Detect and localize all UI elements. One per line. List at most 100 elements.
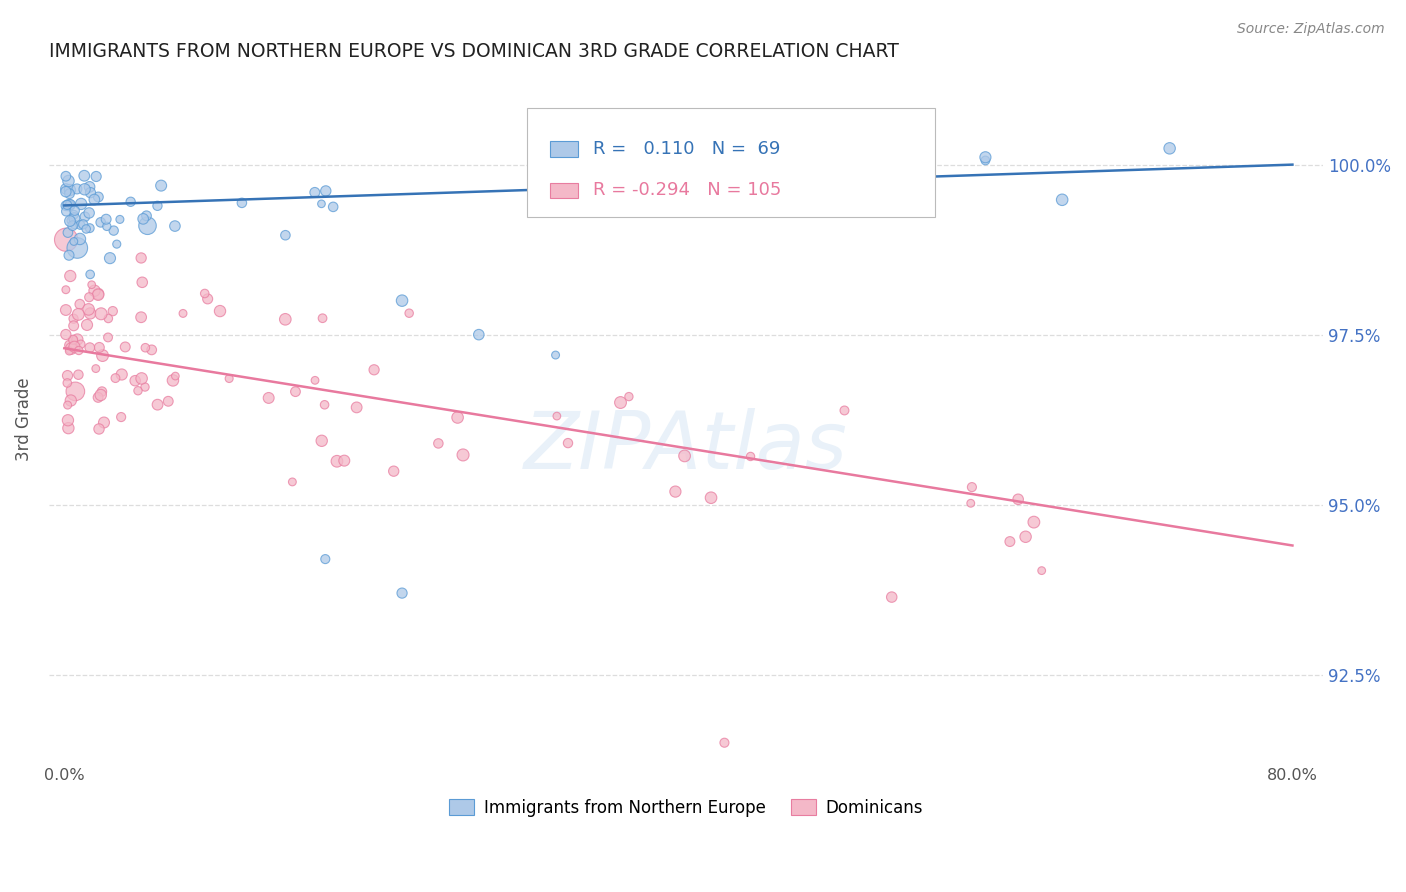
Point	[59, 393, 82, 408]
Point	[451, 448, 474, 462]
Point	[1007, 492, 1029, 507]
Point	[333, 453, 356, 467]
Point	[281, 475, 304, 489]
Point	[834, 403, 856, 417]
Point	[880, 590, 903, 604]
Point	[218, 371, 240, 385]
Point	[134, 380, 156, 394]
Point	[55, 182, 77, 196]
Point	[346, 401, 368, 415]
Point	[544, 348, 567, 362]
Point	[76, 318, 98, 332]
Point	[132, 211, 155, 226]
Point	[59, 268, 82, 283]
Point	[59, 197, 82, 211]
Text: IMMIGRANTS FROM NORTHERN EUROPE VS DOMINICAN 3RD GRADE CORRELATION CHART: IMMIGRANTS FROM NORTHERN EUROPE VS DOMIN…	[49, 42, 898, 61]
Point	[66, 333, 89, 347]
Point	[55, 185, 77, 199]
Point	[304, 186, 326, 200]
Point	[97, 330, 120, 344]
Point	[58, 186, 80, 201]
Point	[59, 198, 82, 212]
Point	[114, 340, 136, 354]
Point	[134, 341, 156, 355]
Point	[90, 307, 112, 321]
Point	[83, 193, 105, 207]
Point	[79, 268, 101, 282]
Point	[129, 310, 152, 325]
Point	[67, 343, 90, 358]
Point	[73, 169, 96, 183]
Point	[94, 212, 117, 227]
Point	[79, 221, 101, 235]
Point	[1022, 515, 1045, 529]
Point	[62, 311, 84, 326]
Point	[124, 374, 146, 388]
Point	[67, 307, 90, 321]
Point	[79, 180, 101, 194]
Point	[157, 394, 180, 409]
Point	[73, 210, 96, 224]
Point	[55, 327, 77, 342]
Point	[55, 303, 77, 318]
Point	[398, 306, 420, 320]
Point	[617, 390, 640, 404]
Point	[69, 232, 91, 246]
Point	[311, 311, 333, 326]
Point	[84, 169, 107, 184]
Point	[66, 182, 89, 196]
Point	[311, 197, 333, 211]
Point	[150, 178, 173, 193]
Point	[72, 218, 94, 232]
Point	[91, 349, 114, 363]
Point	[700, 491, 723, 505]
Point	[77, 206, 100, 220]
Point	[391, 586, 413, 600]
Point	[59, 214, 82, 228]
Point	[87, 422, 110, 436]
Point	[314, 552, 336, 566]
Point	[62, 333, 84, 347]
Point	[974, 150, 997, 164]
Point	[67, 368, 90, 382]
Point	[391, 293, 413, 308]
Point	[740, 450, 762, 464]
Point	[998, 534, 1021, 549]
Point	[62, 219, 84, 233]
Point	[56, 198, 79, 212]
Point	[55, 233, 77, 247]
Point	[56, 413, 79, 427]
Point	[58, 248, 80, 262]
Point	[163, 219, 186, 233]
Point	[62, 333, 84, 347]
Point	[146, 398, 169, 412]
Point	[1050, 193, 1073, 207]
Point	[108, 212, 131, 227]
Point	[257, 391, 280, 405]
Point	[959, 496, 981, 510]
Point	[63, 235, 86, 249]
Point	[63, 218, 86, 232]
Point	[1014, 530, 1036, 544]
Point	[63, 203, 86, 218]
Point	[91, 384, 114, 399]
Point	[208, 304, 231, 318]
FancyBboxPatch shape	[550, 142, 578, 157]
Point	[63, 340, 86, 354]
Point	[131, 275, 153, 289]
Point	[129, 251, 152, 265]
Point	[60, 342, 83, 356]
Legend: Immigrants from Northern Europe, Dominicans: Immigrants from Northern Europe, Dominic…	[443, 792, 929, 823]
Point	[56, 376, 79, 390]
FancyBboxPatch shape	[527, 109, 935, 217]
Point	[55, 204, 77, 219]
Point	[231, 195, 253, 210]
Point	[79, 186, 101, 200]
Y-axis label: 3rd Grade: 3rd Grade	[15, 378, 32, 461]
Point	[146, 199, 169, 213]
Point	[141, 343, 163, 357]
Point	[162, 373, 184, 387]
Point	[98, 251, 121, 265]
Point	[90, 388, 112, 402]
Point	[59, 338, 82, 352]
